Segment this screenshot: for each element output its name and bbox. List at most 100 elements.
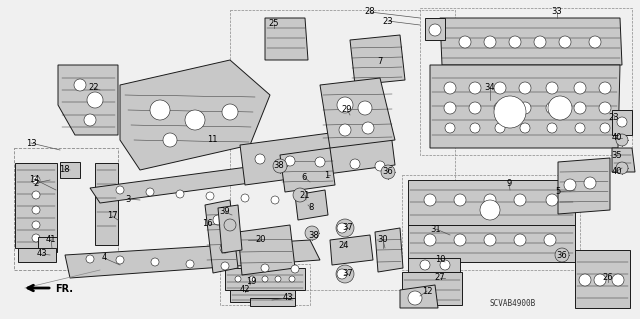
Circle shape xyxy=(32,221,40,229)
Text: 36: 36 xyxy=(383,167,394,176)
Circle shape xyxy=(293,188,307,202)
Text: 33: 33 xyxy=(552,8,563,17)
Polygon shape xyxy=(440,18,622,65)
Text: 42: 42 xyxy=(240,286,250,294)
Polygon shape xyxy=(250,298,295,306)
Polygon shape xyxy=(265,18,308,60)
Circle shape xyxy=(470,123,480,133)
Circle shape xyxy=(221,262,229,270)
Circle shape xyxy=(271,196,279,204)
Circle shape xyxy=(495,123,505,133)
Circle shape xyxy=(600,123,610,133)
Circle shape xyxy=(574,102,586,114)
Polygon shape xyxy=(38,237,57,252)
Circle shape xyxy=(480,200,500,220)
Circle shape xyxy=(424,194,436,206)
Circle shape xyxy=(454,194,466,206)
Circle shape xyxy=(337,223,347,233)
Circle shape xyxy=(163,133,177,147)
Circle shape xyxy=(520,123,530,133)
Circle shape xyxy=(261,264,269,272)
Polygon shape xyxy=(408,258,460,272)
Polygon shape xyxy=(205,200,238,273)
Circle shape xyxy=(350,159,360,169)
Text: 23: 23 xyxy=(383,17,394,26)
Circle shape xyxy=(375,161,385,171)
Circle shape xyxy=(548,96,572,120)
Polygon shape xyxy=(280,148,335,192)
Circle shape xyxy=(150,100,170,120)
Text: 40: 40 xyxy=(612,133,622,143)
Circle shape xyxy=(617,117,627,127)
Text: 24: 24 xyxy=(339,241,349,250)
Circle shape xyxy=(440,260,450,270)
Text: 38: 38 xyxy=(308,232,319,241)
Circle shape xyxy=(305,226,319,240)
Circle shape xyxy=(494,96,526,128)
Circle shape xyxy=(176,190,184,198)
Polygon shape xyxy=(408,225,575,262)
Circle shape xyxy=(519,102,531,114)
Circle shape xyxy=(336,265,354,283)
Text: 25: 25 xyxy=(269,19,279,28)
Text: 4: 4 xyxy=(101,254,107,263)
Text: 6: 6 xyxy=(301,173,307,182)
Polygon shape xyxy=(430,65,620,148)
Text: 43: 43 xyxy=(283,293,293,302)
Circle shape xyxy=(289,276,295,282)
Circle shape xyxy=(87,92,103,108)
Circle shape xyxy=(514,234,526,246)
Circle shape xyxy=(116,186,124,194)
Circle shape xyxy=(362,122,374,134)
Text: 16: 16 xyxy=(202,219,212,228)
Text: 14: 14 xyxy=(29,174,39,183)
Polygon shape xyxy=(612,148,635,172)
Circle shape xyxy=(241,194,249,202)
Circle shape xyxy=(339,124,351,136)
Circle shape xyxy=(589,36,601,48)
Circle shape xyxy=(534,36,546,48)
Text: 31: 31 xyxy=(431,225,442,234)
Circle shape xyxy=(575,123,585,133)
Circle shape xyxy=(32,206,40,214)
Circle shape xyxy=(381,165,395,179)
Circle shape xyxy=(213,215,223,225)
Circle shape xyxy=(484,36,496,48)
Polygon shape xyxy=(240,125,395,185)
Circle shape xyxy=(74,79,86,91)
Polygon shape xyxy=(350,35,405,85)
Text: 8: 8 xyxy=(308,204,314,212)
Circle shape xyxy=(291,265,299,273)
Circle shape xyxy=(84,114,96,126)
Polygon shape xyxy=(15,163,57,248)
Circle shape xyxy=(519,82,531,94)
Circle shape xyxy=(584,177,596,189)
Text: 37: 37 xyxy=(342,270,353,278)
Circle shape xyxy=(599,82,611,94)
Text: 10: 10 xyxy=(435,255,445,263)
Circle shape xyxy=(275,276,281,282)
Text: 3: 3 xyxy=(125,195,131,204)
Text: 26: 26 xyxy=(603,273,613,283)
Text: 19: 19 xyxy=(246,277,256,286)
Polygon shape xyxy=(90,160,310,203)
Circle shape xyxy=(616,162,628,174)
Text: 23: 23 xyxy=(609,114,620,122)
Circle shape xyxy=(249,276,255,282)
Circle shape xyxy=(494,82,506,94)
Circle shape xyxy=(86,255,94,263)
Circle shape xyxy=(32,191,40,199)
Circle shape xyxy=(146,188,154,196)
Circle shape xyxy=(546,194,558,206)
Polygon shape xyxy=(408,180,575,225)
Circle shape xyxy=(469,102,481,114)
Text: 29: 29 xyxy=(342,105,352,114)
Circle shape xyxy=(424,234,436,246)
Text: 37: 37 xyxy=(342,224,353,233)
Circle shape xyxy=(358,101,372,115)
Polygon shape xyxy=(375,228,403,272)
Text: 18: 18 xyxy=(59,165,69,174)
Polygon shape xyxy=(60,162,80,178)
Circle shape xyxy=(262,276,268,282)
Polygon shape xyxy=(330,235,373,265)
